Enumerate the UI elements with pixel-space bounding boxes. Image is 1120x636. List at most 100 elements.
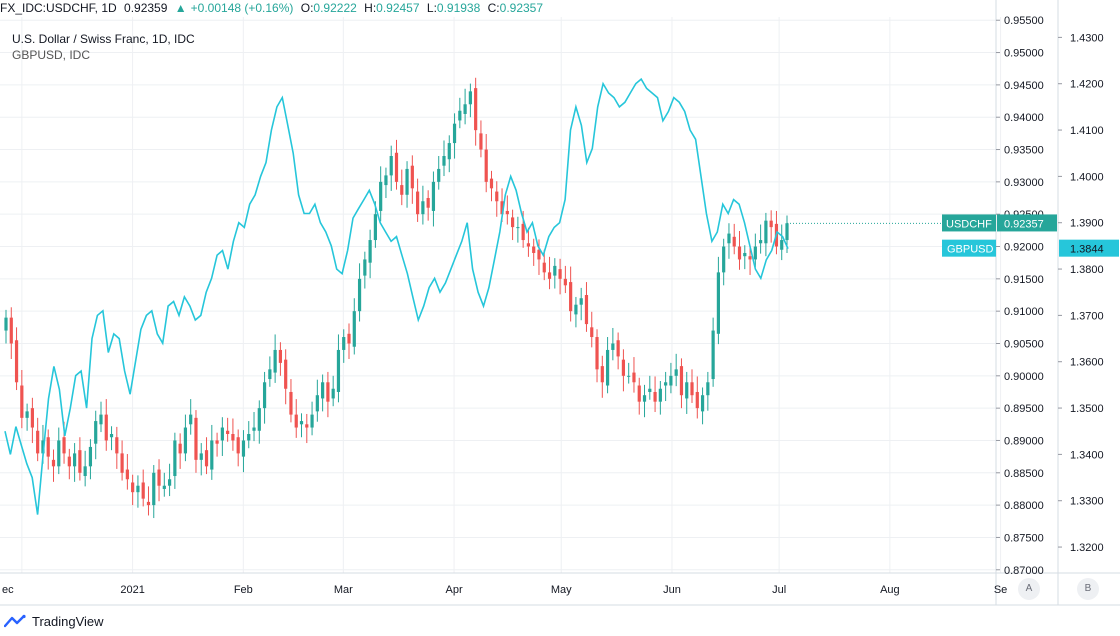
candle-body xyxy=(284,359,288,389)
candle-body xyxy=(743,252,747,257)
candle-body xyxy=(94,421,98,444)
candle-body xyxy=(215,440,219,444)
candle-body xyxy=(452,123,457,144)
axis-b-button[interactable]: B xyxy=(1077,578,1099,600)
candle-body xyxy=(141,482,145,499)
low-label: L: xyxy=(426,1,437,15)
candle-body xyxy=(136,485,140,493)
candle-body xyxy=(621,359,626,376)
time-tick-label: May xyxy=(551,584,572,596)
gbpusd-tick-label: 1.3600 xyxy=(1070,357,1104,369)
candle-body xyxy=(62,437,66,454)
candle-body xyxy=(716,272,720,334)
candle-body xyxy=(410,165,414,189)
candle-body xyxy=(700,395,705,412)
high-value: 0.92457 xyxy=(376,1,420,15)
candle-body xyxy=(416,191,420,215)
candle-body xyxy=(83,466,87,477)
candle-body xyxy=(262,382,267,409)
candle-body xyxy=(342,337,346,350)
gbpusd-line xyxy=(4,77,789,515)
symbol-name[interactable]: FX_IDC:USDCHF, 1D xyxy=(0,1,117,15)
candle-body xyxy=(368,240,372,263)
candle-body xyxy=(764,220,768,244)
gbpusd-name-tag xyxy=(942,239,996,257)
candle-body xyxy=(722,246,726,273)
usdchf-tick-label: 0.87000 xyxy=(1004,565,1044,577)
candle-body xyxy=(241,440,246,457)
close-value: 0.92357 xyxy=(499,1,544,15)
candle-body xyxy=(30,408,34,428)
candle-body xyxy=(310,414,314,428)
candle-body xyxy=(41,440,45,454)
candle-body xyxy=(664,382,668,386)
usdchf-name-tag xyxy=(942,214,996,232)
candle-body xyxy=(120,453,124,473)
candle-body xyxy=(605,349,610,386)
candle-body xyxy=(642,395,647,402)
candle-body xyxy=(679,366,684,396)
candle-body xyxy=(558,269,562,279)
candle-body xyxy=(321,382,325,399)
candle-body xyxy=(220,427,224,441)
candle-body xyxy=(88,446,93,467)
candle-body xyxy=(99,414,103,425)
tradingview-logo[interactable]: TradingView xyxy=(4,610,104,632)
gbpusd-tick-label: 1.4000 xyxy=(1070,171,1104,183)
candle-body xyxy=(210,440,214,470)
candle-body xyxy=(569,282,573,312)
usdchf-tick-label: 0.88500 xyxy=(1004,468,1044,480)
candle-body xyxy=(627,375,631,377)
usdchf-tick-label: 0.94500 xyxy=(1004,80,1044,92)
candle-body xyxy=(590,327,594,338)
candle-body xyxy=(183,427,188,454)
candle-body xyxy=(178,443,182,454)
gbpusd-tick-label: 1.3400 xyxy=(1070,449,1104,461)
candle-body xyxy=(347,333,351,344)
candle-body xyxy=(748,256,752,260)
candle-body xyxy=(669,375,673,386)
candle-body xyxy=(199,453,203,460)
candle-body xyxy=(674,369,678,376)
gbpusd-tick-label: 1.4300 xyxy=(1070,32,1104,44)
candle-body xyxy=(547,272,552,279)
time-tick-label: Aug xyxy=(880,584,900,596)
gbpusd-price-tag-text: 1.3844 xyxy=(1070,244,1104,256)
candle-body xyxy=(500,201,504,215)
usdchf-tick-label: 0.89500 xyxy=(1004,403,1044,415)
axis-a-button[interactable]: A xyxy=(1018,578,1040,600)
candle-body xyxy=(463,104,467,114)
candle-body xyxy=(574,304,578,315)
chart-grid xyxy=(0,0,1120,606)
candle-body xyxy=(711,330,715,380)
candle-body xyxy=(510,217,515,228)
candle-body xyxy=(479,133,483,150)
candle-body xyxy=(579,298,583,305)
gbpusd-name-tag-text: GBPUSD xyxy=(947,244,994,256)
usdchf-candles xyxy=(4,77,789,519)
candle-body xyxy=(73,453,77,467)
candle-body xyxy=(400,185,404,195)
candle-body xyxy=(695,391,699,409)
symbol-header: FX_IDC:USDCHF, 1D 0.92359 ▲ +0.00148 (+0.… xyxy=(0,0,1120,17)
candle-body xyxy=(759,240,763,244)
candle-body xyxy=(379,181,383,211)
time-axis: ec 2021 Feb Mar Apr May Jun Jul Aug Se xyxy=(2,584,1007,596)
candle-body xyxy=(278,349,283,363)
candle-body xyxy=(157,469,161,486)
candle-body xyxy=(352,311,356,347)
candle-body xyxy=(363,259,367,276)
candle-body xyxy=(389,156,393,176)
gbpusd-tick-label: 1.3900 xyxy=(1070,218,1104,230)
candle-body xyxy=(458,110,462,121)
candle-body xyxy=(780,240,784,250)
usdchf-tick-label: 0.89000 xyxy=(1004,435,1044,447)
candle-body xyxy=(294,414,298,428)
usdchf-tick-label: 0.90000 xyxy=(1004,371,1044,383)
usdchf-price-tag xyxy=(997,214,1057,232)
gbpusd-price-axis: 1.4300 1.4200 1.4100 1.4000 1.3900 1.3800 1.37… xyxy=(1058,32,1104,554)
gbpusd-tick-label: 1.3700 xyxy=(1070,310,1104,322)
last-price: 0.92359 xyxy=(124,1,168,15)
candle-body xyxy=(732,236,736,247)
